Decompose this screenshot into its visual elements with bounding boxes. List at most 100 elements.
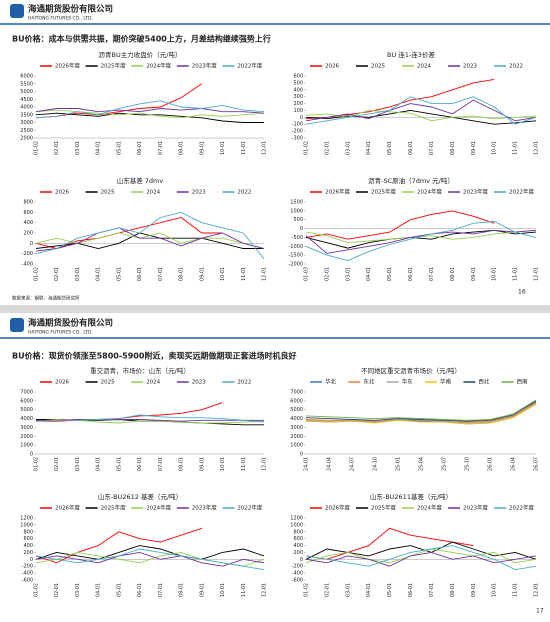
x-tick-label: 08-01 bbox=[450, 267, 456, 281]
y-tick-label: 1000 bbox=[20, 522, 33, 528]
series-line bbox=[305, 210, 495, 240]
x-tick-label: 02-01 bbox=[54, 583, 60, 597]
y-tick-label: 500 bbox=[293, 217, 303, 223]
x-tick-label: 07-01 bbox=[429, 583, 435, 597]
y-tick-label: 100 bbox=[293, 108, 303, 114]
y-tick-label: 1200 bbox=[20, 516, 33, 522]
x-tick-label: 08-01 bbox=[179, 267, 185, 281]
y-tick-label: 800 bbox=[293, 529, 303, 535]
legend-label: 西南 bbox=[517, 378, 529, 386]
chart-title: 不同地区重交沥青市场价（元/吨） bbox=[361, 366, 461, 375]
y-tick-label: 800 bbox=[23, 529, 33, 535]
x-tick-label: 12-01 bbox=[534, 583, 540, 597]
x-tick-label: 05-01 bbox=[387, 141, 393, 155]
x-tick-label: 09-01 bbox=[199, 583, 205, 597]
x-tick-label: 04-01 bbox=[96, 267, 102, 281]
page-number: 16 bbox=[518, 289, 526, 296]
y-tick-label: 4000 bbox=[290, 416, 303, 422]
legend-label: 2022 bbox=[237, 190, 251, 196]
x-tick-label: 06-01 bbox=[408, 267, 414, 281]
legend-label: 2026 bbox=[325, 64, 339, 70]
y-tick-label: 600 bbox=[23, 210, 33, 216]
y-tick-label: 2000 bbox=[290, 434, 303, 440]
y-tick-label: -200 bbox=[22, 564, 33, 570]
series-line bbox=[35, 100, 265, 119]
x-tick-label: 25-04 bbox=[419, 457, 425, 471]
x-tick-label: 01-02 bbox=[34, 457, 40, 471]
y-tick-label: -600 bbox=[292, 578, 303, 584]
logo-en: HAITONG FUTURES CO., LTD. bbox=[28, 330, 93, 336]
y-tick-label: -500 bbox=[292, 235, 303, 241]
logo-cn: 海通期货股份有限公司 bbox=[28, 318, 113, 329]
legend-label: 2023年度 bbox=[463, 188, 488, 196]
y-tick-label: -400 bbox=[292, 571, 303, 577]
y-tick-label: 4500 bbox=[20, 97, 33, 103]
x-tick-label: 04-01 bbox=[366, 267, 372, 281]
x-tick-label: 11-01 bbox=[241, 457, 247, 471]
legend-label: 2026年度 bbox=[55, 62, 80, 70]
x-tick-label: 05-01 bbox=[116, 141, 122, 155]
x-tick-label: 09-01 bbox=[471, 583, 477, 597]
y-tick-label: 1000 bbox=[20, 443, 33, 449]
y-tick-label: 300 bbox=[293, 94, 303, 100]
series-line bbox=[35, 548, 265, 571]
legend-label: 华北 bbox=[325, 378, 337, 386]
y-tick-label: 5000 bbox=[20, 89, 33, 95]
x-tick-label: 03-01 bbox=[345, 583, 351, 597]
y-tick-label: 7000 bbox=[20, 390, 33, 396]
x-tick-label: 10-01 bbox=[492, 267, 498, 281]
x-tick-label: 03-01 bbox=[75, 141, 81, 155]
x-tick-label: 10-01 bbox=[492, 583, 498, 597]
x-tick-label: 02-01 bbox=[324, 267, 330, 281]
x-tick-label: 06-01 bbox=[137, 141, 143, 155]
x-tick-label: 07-01 bbox=[158, 141, 164, 155]
x-tick-label: 07-01 bbox=[158, 267, 164, 281]
y-tick-label: -100 bbox=[292, 122, 303, 128]
x-tick-label: 11-01 bbox=[241, 141, 247, 155]
x-tick-label: 09-01 bbox=[199, 141, 205, 155]
y-tick-label: 5000 bbox=[20, 407, 33, 413]
y-tick-label: 6000 bbox=[20, 74, 33, 80]
legend-label: 2024 bbox=[417, 64, 431, 70]
series-line bbox=[305, 109, 537, 122]
x-tick-label: 01-02 bbox=[304, 141, 310, 155]
y-tick-label: 0 bbox=[30, 452, 33, 458]
y-tick-label: -400 bbox=[22, 262, 33, 268]
y-tick-label: 3000 bbox=[20, 425, 33, 431]
y-tick-label: 2500 bbox=[20, 128, 33, 134]
series-line bbox=[35, 109, 265, 119]
y-tick-label: 200 bbox=[293, 550, 303, 556]
legend-label: 2025 bbox=[101, 190, 115, 196]
y-tick-label: 3000 bbox=[20, 120, 33, 126]
x-tick-label: 06-01 bbox=[408, 141, 414, 155]
x-tick-label: 12-01 bbox=[262, 267, 268, 281]
y-tick-label: 5000 bbox=[290, 407, 303, 413]
x-tick-label: 03-01 bbox=[75, 583, 81, 597]
legend-label: 2024年度 bbox=[417, 188, 442, 196]
y-tick-label: -1000 bbox=[288, 244, 303, 250]
chart-title: 沥青-SC原油（7dmv 元/吨） bbox=[368, 176, 454, 185]
x-tick-label: 26-04 bbox=[511, 457, 517, 471]
series-line bbox=[35, 232, 265, 249]
legend-label: 2026年度 bbox=[325, 188, 350, 196]
y-tick-label: 500 bbox=[293, 80, 303, 86]
y-tick-label: 3500 bbox=[20, 112, 33, 118]
y-tick-label: 3000 bbox=[290, 425, 303, 431]
x-tick-label: 11-01 bbox=[513, 267, 519, 281]
page-number: 17 bbox=[536, 608, 544, 615]
y-tick-label: 400 bbox=[23, 543, 33, 549]
x-tick-label: 08-01 bbox=[179, 583, 185, 597]
y-tick-label: 400 bbox=[293, 543, 303, 549]
x-tick-label: 01-02 bbox=[34, 141, 40, 155]
x-tick-label: 09-01 bbox=[199, 457, 205, 471]
legend-label: 2026 bbox=[55, 190, 69, 196]
x-tick-label: 25-07 bbox=[442, 457, 448, 471]
legend-label: 2023年度 bbox=[463, 504, 488, 512]
chart-title: 重交沥青，市场价：山东（元/吨） bbox=[90, 366, 190, 375]
legend-label: 2024年度 bbox=[146, 504, 171, 512]
y-tick-label: 4000 bbox=[20, 105, 33, 111]
x-tick-label: 09-01 bbox=[471, 267, 477, 281]
y-tick-label: 2000 bbox=[20, 136, 33, 142]
y-tick-label: 600 bbox=[293, 74, 303, 80]
